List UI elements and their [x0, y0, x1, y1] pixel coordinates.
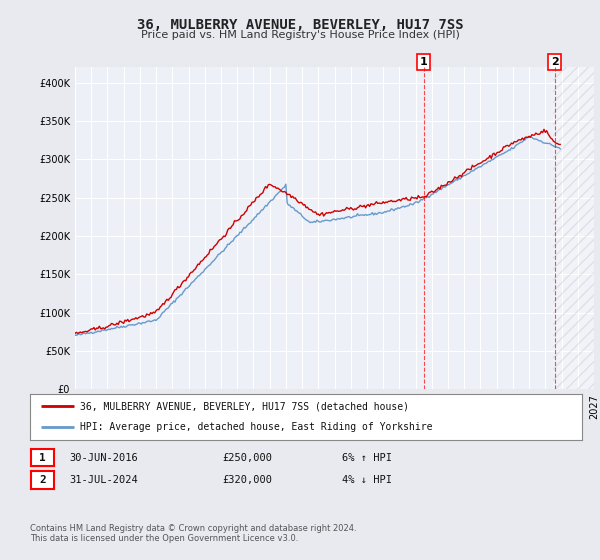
Text: HPI: Average price, detached house, East Riding of Yorkshire: HPI: Average price, detached house, East… [80, 422, 432, 432]
Text: 31-JUL-2024: 31-JUL-2024 [69, 475, 138, 485]
Text: 4% ↓ HPI: 4% ↓ HPI [342, 475, 392, 485]
Text: £320,000: £320,000 [222, 475, 272, 485]
Text: 30-JUN-2016: 30-JUN-2016 [69, 452, 138, 463]
Text: Contains HM Land Registry data © Crown copyright and database right 2024.
This d: Contains HM Land Registry data © Crown c… [30, 524, 356, 543]
Bar [553, 67, 594, 389]
Text: 1: 1 [420, 57, 428, 67]
Text: 6% ↑ HPI: 6% ↑ HPI [342, 452, 392, 463]
Text: 36, MULBERRY AVENUE, BEVERLEY, HU17 7SS: 36, MULBERRY AVENUE, BEVERLEY, HU17 7SS [137, 18, 463, 32]
Text: 36, MULBERRY AVENUE, BEVERLEY, HU17 7SS (detached house): 36, MULBERRY AVENUE, BEVERLEY, HU17 7SS … [80, 401, 409, 411]
Text: 2: 2 [39, 475, 46, 485]
Text: 2: 2 [551, 57, 559, 67]
Text: £250,000: £250,000 [222, 452, 272, 463]
Text: Price paid vs. HM Land Registry's House Price Index (HPI): Price paid vs. HM Land Registry's House … [140, 30, 460, 40]
Text: 1: 1 [39, 452, 46, 463]
